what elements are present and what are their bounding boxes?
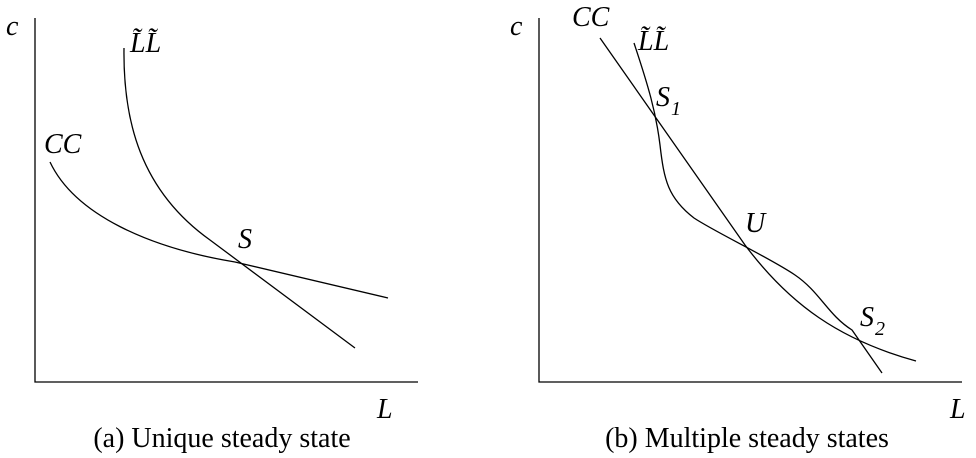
panel-a-ll-curve: [123, 47, 356, 349]
panel-b-s1-label: S1: [656, 82, 681, 120]
panel-b-cc-curve: [599, 37, 917, 362]
panel-b-x-axis-label: L: [949, 394, 966, 425]
panel-b: c L CC L̃L̃ S1 U S2 (b) Multiple steady …: [510, 2, 966, 454]
panel-b-u-label: U: [745, 208, 767, 239]
panel-a-intersection-label: S: [238, 224, 252, 255]
panel-b-ll-curve: [633, 42, 883, 374]
panel-b-caption: (b) Multiple steady states: [605, 423, 889, 454]
panel-b-y-axis-label: c: [510, 11, 523, 42]
panel-b-ll-label: L̃L̃: [637, 26, 669, 57]
panel-b-s2-label: S2: [860, 302, 885, 340]
panel-a-x-axis-label: L: [376, 394, 393, 425]
panel-a-cc-curve: [49, 161, 389, 299]
panel-b-axes: [538, 18, 962, 383]
panel-a-ll-label: L̃L̃: [129, 28, 161, 59]
panel-a-caption: (a) Unique steady state: [93, 423, 350, 454]
panel-b-cc-label: CC: [572, 2, 610, 33]
panel-a-cc-label: CC: [44, 129, 82, 160]
panel-a: c L CC L̃L̃ S (a) Unique steady state: [6, 11, 418, 454]
panel-a-y-axis-label: c: [6, 11, 19, 42]
panel-a-axes: [34, 18, 418, 383]
